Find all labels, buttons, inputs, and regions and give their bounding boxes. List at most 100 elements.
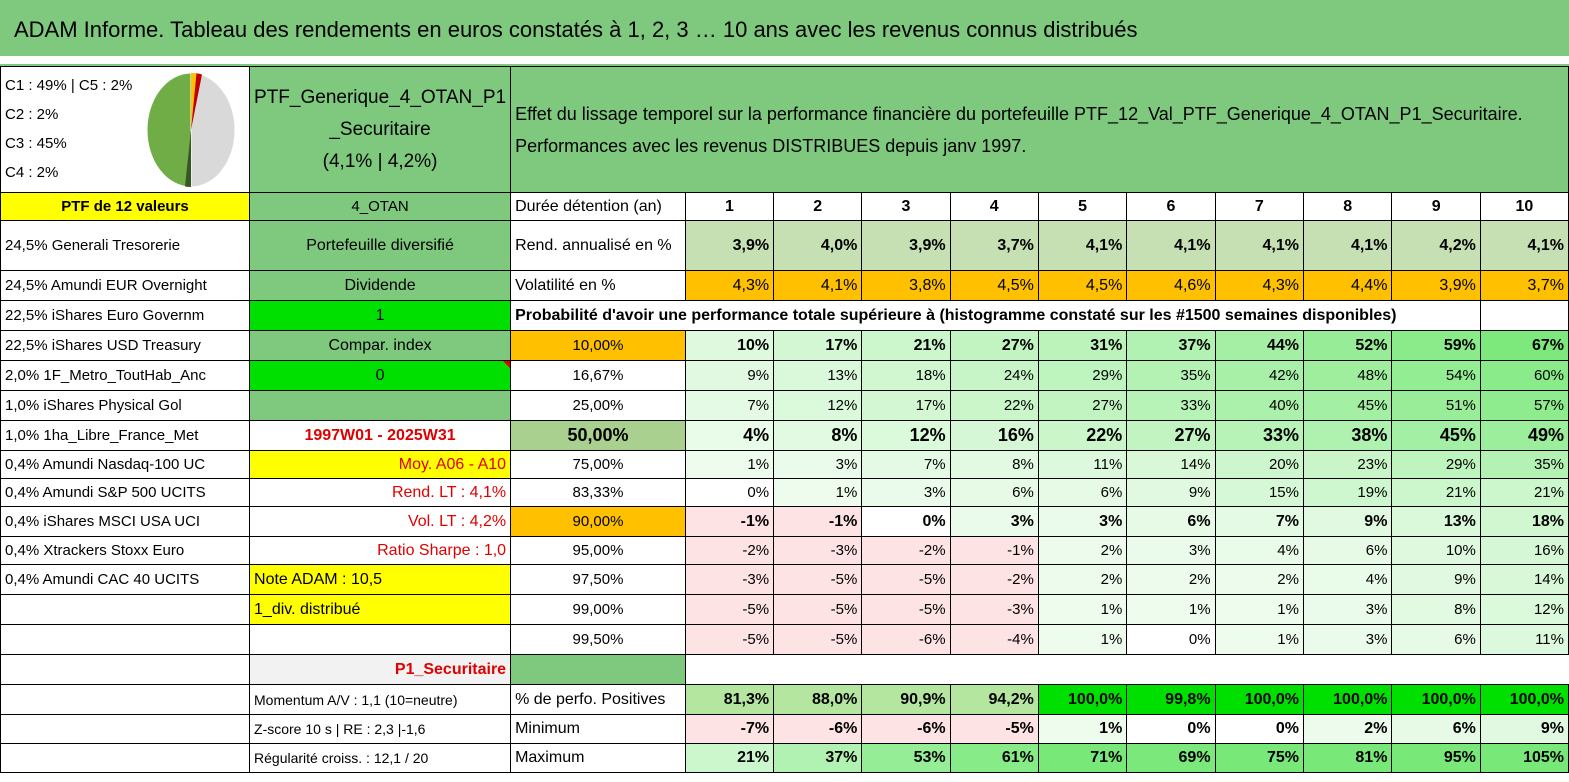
percentile-value: 3% [1126,536,1216,565]
percentile-label: 50,00% [510,420,686,451]
percentile-value: 52% [1302,330,1393,361]
info-cell: Vol. LT : 4,2% [249,506,512,537]
percentile-value: 17% [773,330,863,361]
percentile-value: 1% [1126,594,1216,625]
percentile-value: -5% [861,564,951,595]
percentile-label: 16,67% [510,360,686,391]
percentile-value: 24% [949,360,1039,391]
table-row: Z-score 10 s | RE : 2,3 |-1,6 Minimum -7% -… [0,714,1569,744]
stat-value: 105% [1479,743,1569,773]
percentile-label: 99,00% [510,594,686,625]
holding-item: 22,5% iShares Euro Governm [0,300,251,331]
stat-value: 75% [1214,743,1304,773]
percentile-value: -4% [949,624,1039,655]
percentile-value: 10% [684,330,775,361]
stat-label: % de perfo. Positives [510,684,686,715]
stat-value: 100,0% [1214,684,1304,715]
stat-label: Maximum [510,743,686,773]
info-cell: Ratio Sharpe : 1,0 [249,536,512,565]
duration-label: Durée détention (an) [510,192,686,221]
holding-item: 24,5% Generali Tresorerie [0,220,251,271]
holding-item: 2,0% 1F_Metro_ToutHab_Anc [0,360,251,391]
percentile-value: -3% [773,536,863,565]
stat-info: Régularité croiss. : 12,1 / 20 [249,743,512,773]
report-title: ADAM Informe. Tableau des rendements en … [0,0,1569,60]
percentile-value: 6% [1126,506,1216,537]
percentile-label: 90,00% [510,506,686,537]
empty-cell [1479,300,1569,331]
percentile-value: 21% [1391,478,1481,507]
percentile-value: 13% [1391,506,1481,537]
percentile-value: 2% [1214,564,1304,595]
stat-value: 99,8% [1126,684,1216,715]
year-header: 10 [1479,192,1569,221]
holding-item: 1,0% 1ha_Libre_France_Met [0,420,251,451]
stat-value: 95% [1391,743,1481,773]
effect-line: Performances avec les revenus DISTRIBUES… [515,135,1027,156]
percentile-value: 67% [1479,330,1569,361]
year-header: 6 [1126,192,1216,221]
stat-label: Minimum [510,714,686,744]
rend-value: 4,1% [1126,220,1216,271]
percentile-value: 42% [1214,360,1304,391]
info-dividende: Dividende [249,270,512,301]
percentile-value: -5% [773,624,863,655]
allocation-cell: C1 : 49% | C5 : 2% C2 : 2% C3 : 45% C4 :… [0,66,251,193]
info-cell: 1997W01 - 2025W31 [249,420,512,451]
holding-item: 0,4% Amundi Nasdaq-100 UC [0,450,251,479]
percentile-value: -1% [684,506,775,537]
percentile-value: 3% [1302,624,1393,655]
percentile-value: -5% [773,564,863,595]
percentile-label: 83,33% [510,478,686,507]
stat-value: 2% [1302,714,1393,744]
table-row: 0,4% Amundi CAC 40 UCITS Note ADAM : 10,5… [0,564,1569,595]
stat-value: 0% [1214,714,1304,744]
vol-value: 4,5% [949,270,1039,301]
stat-value: 100,0% [1302,684,1393,715]
empty-cell [0,624,251,655]
empty-cell [249,624,512,655]
percentile-value: 6% [1302,536,1393,565]
pie-slice-c4 [191,73,203,130]
percentile-value: 15% [1214,478,1304,507]
holding-item: 24,5% Amundi EUR Overnight [0,270,251,301]
percentile-value: -1% [773,506,863,537]
rend-value: 4,1% [1479,220,1569,271]
percentile-value: -2% [861,536,951,565]
stat-value: 1% [1037,714,1128,744]
vol-value: 3,8% [861,270,951,301]
percentile-value: 12% [861,420,951,451]
stat-value: -6% [861,714,951,744]
stat-value: 9% [1479,714,1569,744]
stat-value: 37% [773,743,863,773]
rend-value: 3,7% [949,220,1039,271]
percentile-value: 19% [1302,478,1393,507]
percentile-value: -2% [949,564,1039,595]
percentile-value: 13% [773,360,863,391]
percentile-value: 9% [1302,506,1393,537]
alloc-line: C1 : 49% | C5 : 2% [5,77,133,94]
title-separator [0,64,1569,66]
rend-value: 4,1% [1037,220,1128,271]
rend-value: 4,0% [773,220,863,271]
percentile-value: 6% [949,478,1039,507]
year-header: 9 [1391,192,1481,221]
percentile-value: 20% [1214,450,1304,479]
rend-value: 3,9% [684,220,775,271]
percentile-value: 9% [684,360,775,391]
stat-value: 71% [1037,743,1128,773]
vol-label: Volatilité en % [510,270,686,301]
percentile-value: -6% [861,624,951,655]
stat-info: Z-score 10 s | RE : 2,3 |-1,6 [249,714,512,744]
percentile-value: -5% [861,594,951,625]
stat-value: 0% [1126,714,1216,744]
percentile-value: 8% [773,420,863,451]
stat-value: 21% [684,743,775,773]
percentile-value: 1% [684,450,775,479]
percentile-value: 3% [861,478,951,507]
effect-line: Effet du lissage temporel sur la perform… [515,103,1523,124]
stat-value: 53% [861,743,951,773]
year-header: 3 [861,192,951,221]
info-cell: Note ADAM : 10,5 [249,564,512,595]
empty-cell [249,390,512,421]
